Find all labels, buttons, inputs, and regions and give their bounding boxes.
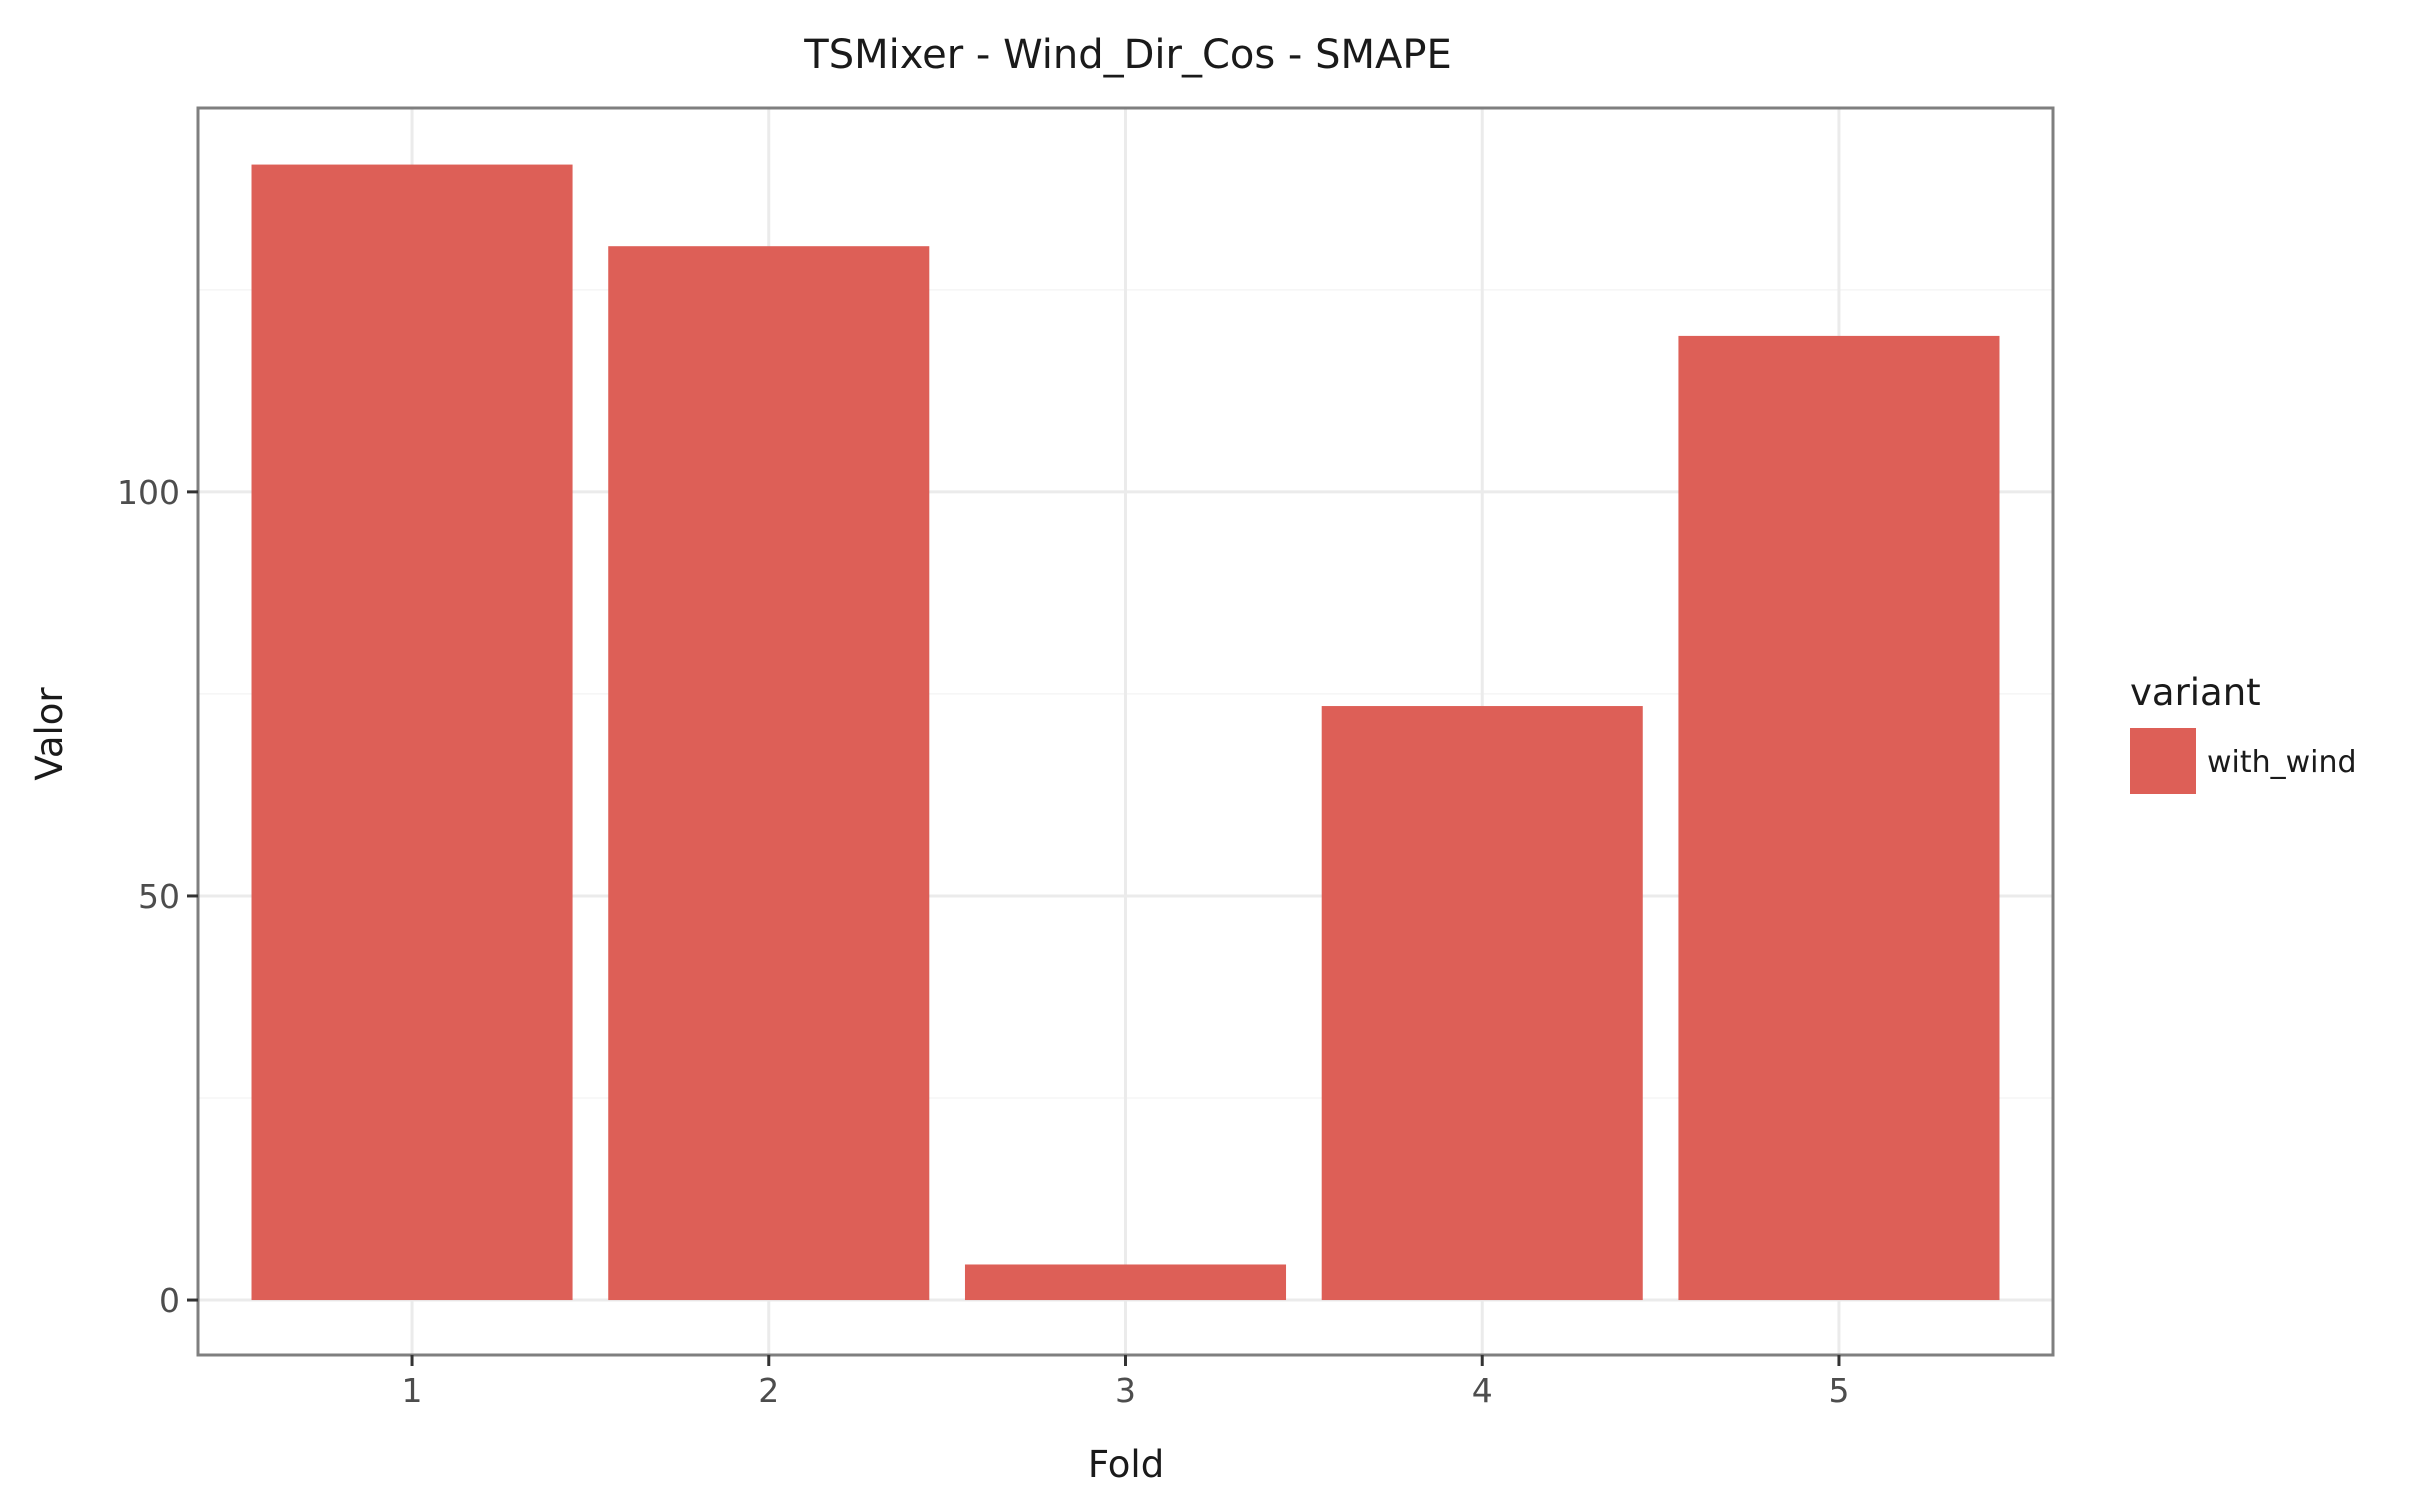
bar-fold-5: [1678, 335, 2000, 1301]
legend-label: with_wind: [2207, 745, 2357, 780]
bar-fold-1: [251, 164, 573, 1301]
bar-fold-4: [1321, 706, 1643, 1301]
x-axis-title: Fold: [1088, 1443, 1164, 1486]
y-tick-label: 50: [138, 877, 180, 916]
x-tick-label: 5: [1828, 1371, 1849, 1410]
legend-title: variant: [2130, 671, 2261, 714]
x-tick-label: 3: [1115, 1371, 1136, 1410]
y-tick-label: 0: [159, 1281, 180, 1320]
chart-title: TSMixer - Wind_Dir_Cos - SMAPE: [803, 32, 1451, 78]
x-axis: 1 2 3 4 5: [402, 1355, 1849, 1410]
x-tick-label: 2: [758, 1371, 779, 1410]
y-axis: 0 50 100: [117, 473, 198, 1320]
y-tick-label: 100: [117, 473, 180, 512]
y-axis-title: Valor: [28, 687, 71, 781]
bar-fold-2: [608, 246, 930, 1301]
x-tick-label: 4: [1472, 1371, 1493, 1410]
legend-swatch: [2130, 728, 2196, 794]
x-tick-label: 1: [402, 1371, 423, 1410]
legend: variant with_wind: [2130, 671, 2357, 794]
bars: [251, 164, 2000, 1301]
bar-fold-3: [964, 1264, 1287, 1301]
